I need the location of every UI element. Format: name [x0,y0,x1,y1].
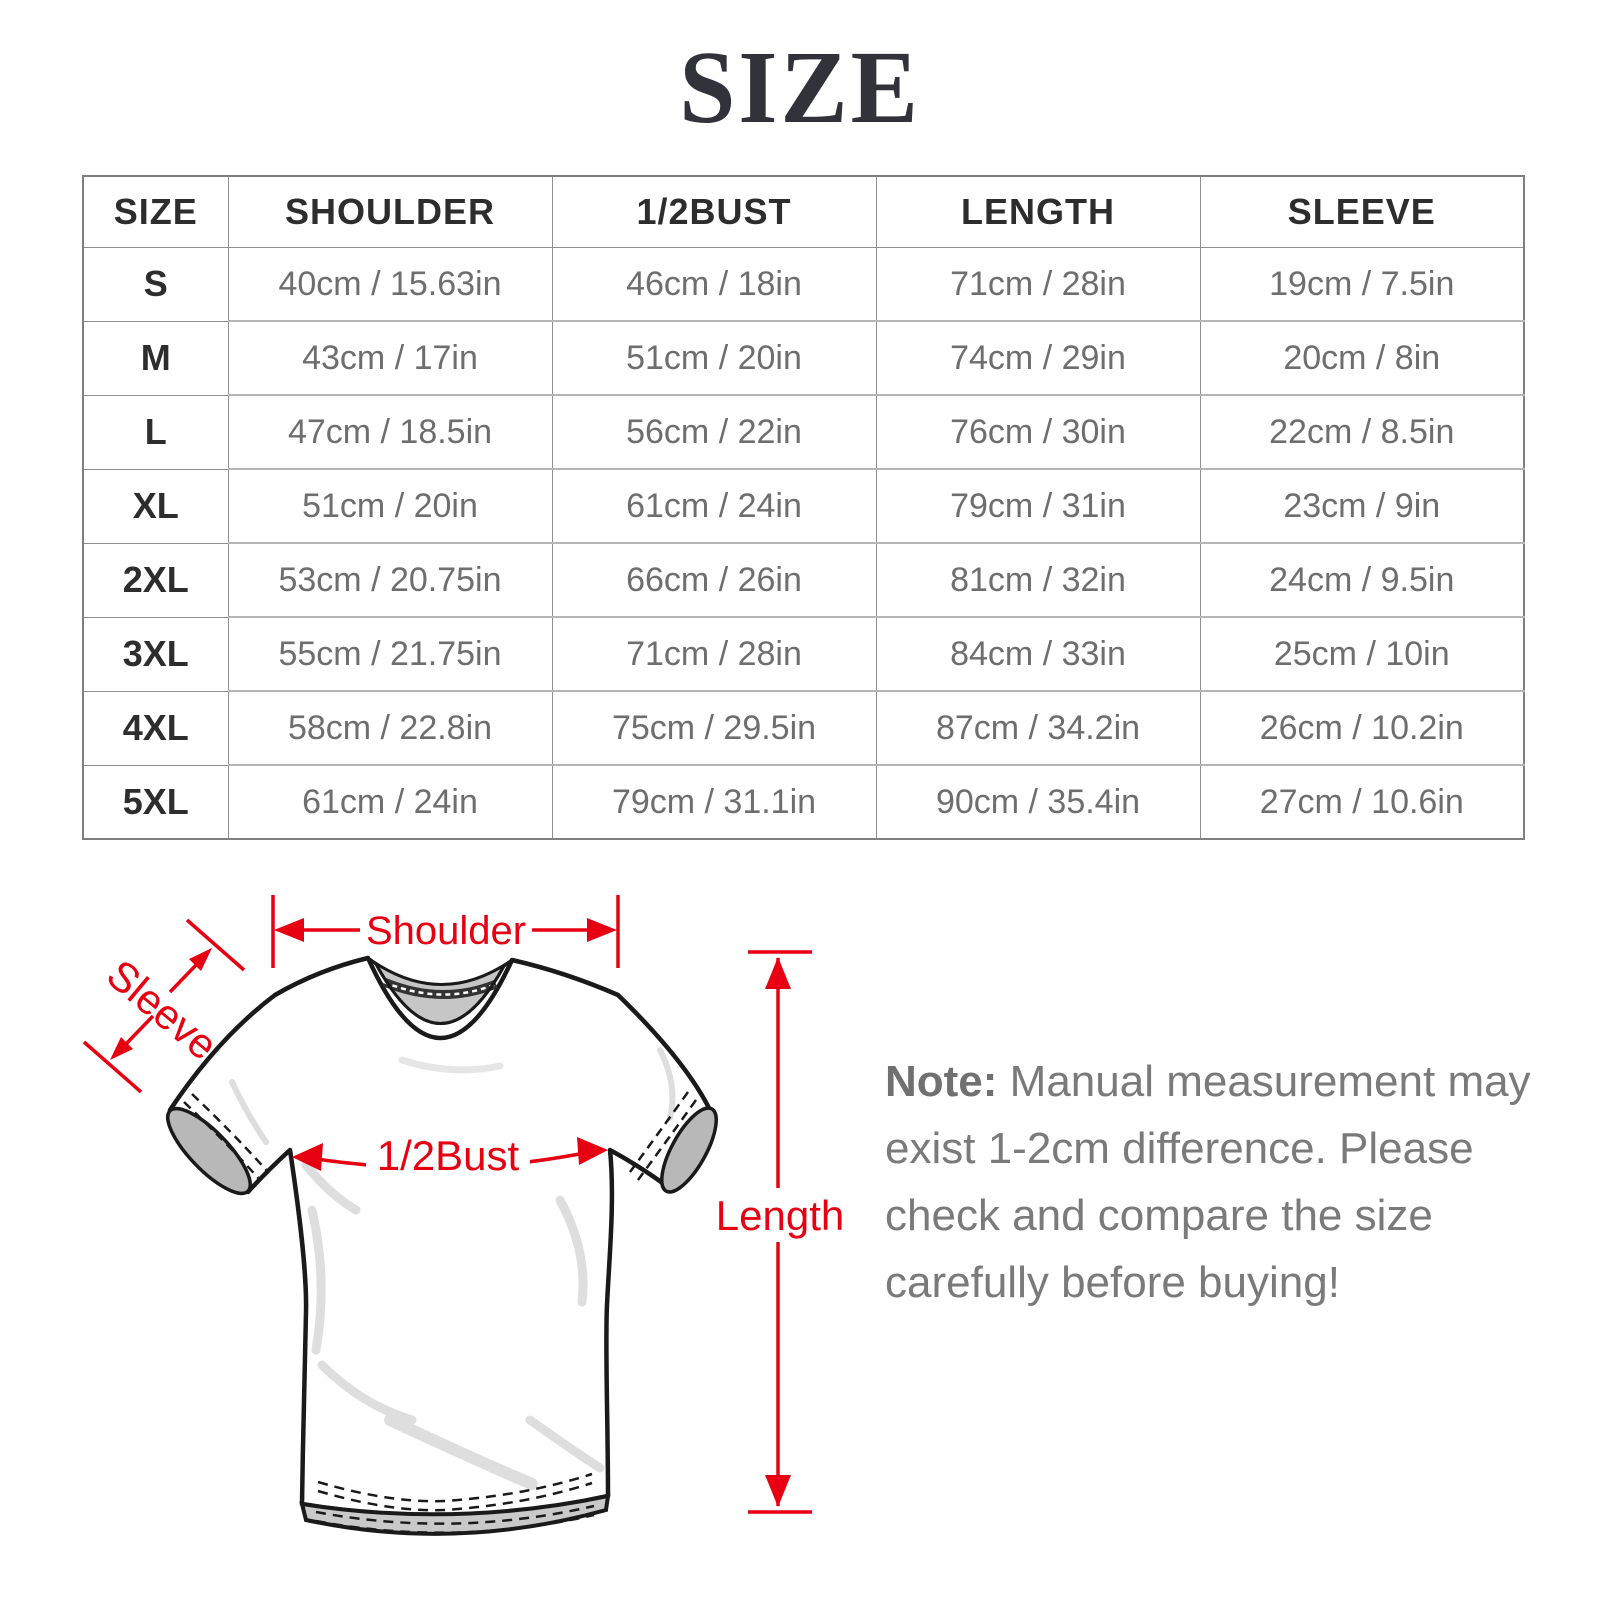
size-label: 5XL [82,764,229,840]
size-chart-table: SIZE SHOULDER 1/2BUST LENGTH SLEEVE S 40cm / … [82,175,1525,840]
table-row-m: M 43cm / 17in 51cm / 20in 74cm / 29in 20cm /… [82,320,1525,396]
measurement-cell: 26cm / 10.2in [1199,690,1525,766]
shoulder-label: Shoulder [366,909,526,953]
table-header-row: SIZE SHOULDER 1/2BUST LENGTH SLEEVE [82,175,1525,248]
measurement-cell: 71cm / 28in [551,616,877,692]
measurement-cell: 43cm / 17in [227,320,553,396]
size-label: 2XL [82,542,229,618]
right-sleeve-cuff [660,1106,718,1194]
tshirt-measurement-diagram: Shoulder Sleeve 1/2Bust [82,895,844,1536]
table-row-5xl: 5XL 61cm / 24in 79cm / 31.1in 90cm / 35.4in… [82,764,1525,840]
note-line: Note: Manual measurement may [885,1048,1531,1115]
measurement-cell: 81cm / 32in [875,542,1201,618]
size-chart-table-container: SIZE SHOULDER 1/2BUST LENGTH SLEEVE S 40cm / … [82,175,1525,840]
column-header-sleeve: SLEEVE [1199,175,1525,248]
measurement-cell: 71cm / 28in [875,247,1201,322]
length-arrow: Length [716,950,844,1514]
measurement-cell: 51cm / 20in [227,468,553,544]
hem-band [299,1493,611,1536]
measurement-cell: 51cm / 20in [551,320,877,396]
table-row-l: L 47cm / 18.5in 56cm / 22in 76cm / 30in 22cm… [82,394,1525,470]
note-line: check and compare the size [885,1191,1433,1240]
table-row-3xl: 3XL 55cm / 21.75in 71cm / 28in 84cm / 33in 2… [82,616,1525,692]
shoulder-arrow: Shoulder [271,895,620,968]
column-header-size: SIZE [82,175,229,248]
note-label: Note: [885,1057,998,1106]
measurement-cell: 66cm / 26in [551,542,877,618]
column-header-1-2bust: 1/2BUST [551,175,877,248]
measurement-cell: 19cm / 7.5in [1199,247,1525,322]
table-row-s: S 40cm / 15.63in 46cm / 18in 71cm / 28in 19c… [82,247,1525,322]
measurement-cell: 87cm / 34.2in [875,690,1201,766]
fabric-wrinkles [229,1047,676,1490]
size-label: 3XL [82,616,229,692]
measurement-cell: 61cm / 24in [227,764,553,840]
measurement-cell: 46cm / 18in [551,247,877,322]
measurement-cell: 58cm / 22.8in [227,690,553,766]
bust-arrow: 1/2Bust [292,1132,608,1182]
measurement-cell: 53cm / 20.75in [227,542,553,618]
measurement-cell: 55cm / 21.75in [227,616,553,692]
size-label: L [82,394,229,470]
table-row-2xl: 2XL 53cm / 20.75in 66cm / 26in 81cm / 32in 2… [82,542,1525,618]
column-header-length: LENGTH [875,175,1201,248]
measurement-cell: 75cm / 29.5in [551,690,877,766]
measurement-cell: 79cm / 31in [875,468,1201,544]
table-row-4xl: 4XL 58cm / 22.8in 75cm / 29.5in 87cm / 34.2… [82,690,1525,766]
measurement-cell: 25cm / 10in [1199,616,1525,692]
size-label: 4XL [82,690,229,766]
measurement-cell: 76cm / 30in [875,394,1201,470]
measurement-cell: 90cm / 35.4in [875,764,1201,840]
measurement-cell: 79cm / 31.1in [551,764,877,840]
table-row-xl: XL 51cm / 20in 61cm / 24in 79cm / 31in 23cm … [82,468,1525,544]
page-title: SIZE [679,30,921,145]
note-text: Manual measurement may [1009,1057,1531,1106]
size-label: M [82,320,229,396]
length-label: Length [716,1192,844,1239]
measurement-cell: 61cm / 24in [551,468,877,544]
measurement-cell: 56cm / 22in [551,394,877,470]
measurement-cell: 20cm / 8in [1199,320,1525,396]
measurement-cell: 74cm / 29in [875,320,1201,396]
note-line: carefully before buying! [885,1258,1340,1307]
note-line: exist 1-2cm difference. Please [885,1124,1474,1173]
bust-label: 1/2Bust [377,1132,520,1179]
measurement-cell: 47cm / 18.5in [227,394,553,470]
tshirt-illustration [166,955,718,1536]
measurement-cell: 24cm / 9.5in [1199,542,1525,618]
measurement-cell: 27cm / 10.6in [1199,764,1525,840]
column-header-shoulder: SHOULDER [227,175,553,248]
size-label: S [82,247,229,322]
measurement-cell: 84cm / 33in [875,616,1201,692]
size-label: XL [82,468,229,544]
measurement-note: Note: Manual measurement may exist 1-2cm… [885,1048,1531,1316]
measurement-cell: 40cm / 15.63in [227,247,553,322]
left-sleeve-cuff [166,1106,252,1196]
measurement-cell: 23cm / 9in [1199,468,1525,544]
measurement-cell: 22cm / 8.5in [1199,394,1525,470]
